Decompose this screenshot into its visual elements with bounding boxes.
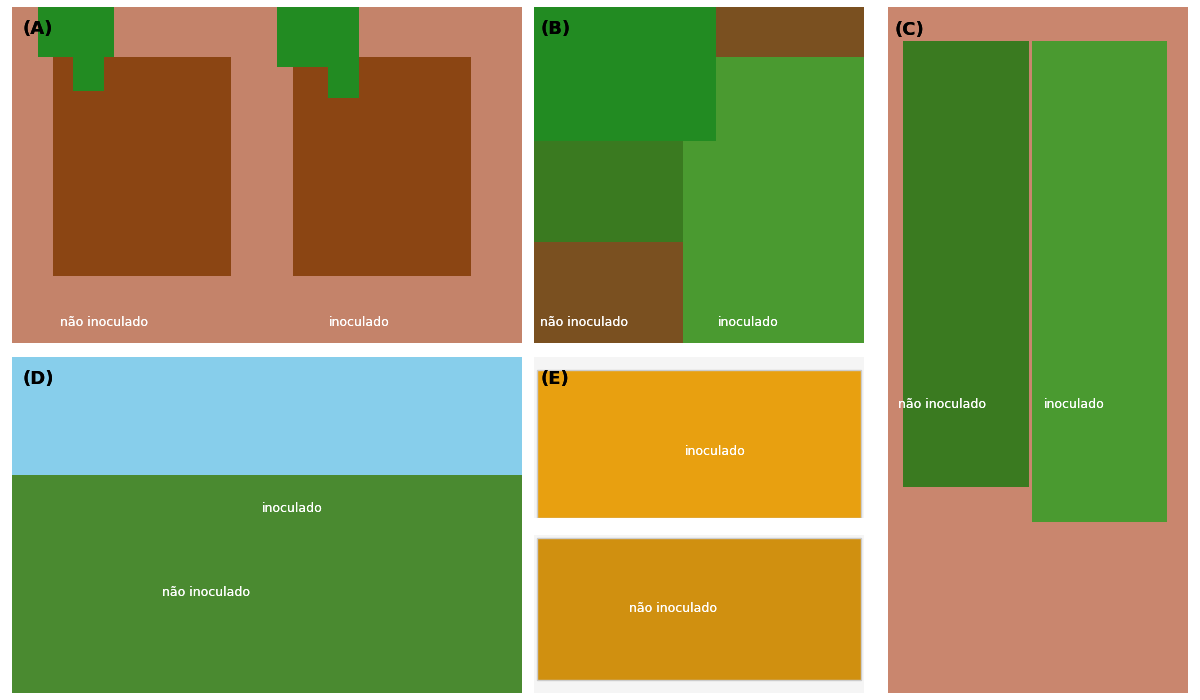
FancyBboxPatch shape [293, 57, 470, 276]
FancyBboxPatch shape [12, 357, 522, 491]
Text: (C): (C) [894, 21, 924, 38]
FancyBboxPatch shape [904, 41, 1030, 487]
FancyBboxPatch shape [538, 538, 860, 680]
Text: inoculado: inoculado [329, 316, 389, 329]
Text: não inoculado: não inoculado [898, 398, 986, 412]
Text: (D): (D) [23, 370, 54, 388]
Text: inoculado: inoculado [329, 316, 389, 329]
FancyBboxPatch shape [538, 370, 860, 518]
FancyBboxPatch shape [683, 57, 864, 343]
Text: não inoculado: não inoculado [60, 316, 148, 329]
Text: inoculado: inoculado [718, 316, 779, 329]
FancyBboxPatch shape [329, 7, 359, 98]
FancyBboxPatch shape [73, 7, 104, 91]
Text: não inoculado: não inoculado [540, 316, 628, 329]
FancyBboxPatch shape [541, 367, 857, 515]
Text: inoculado: inoculado [685, 444, 746, 458]
Text: inoculado: inoculado [1044, 398, 1104, 412]
FancyBboxPatch shape [53, 57, 232, 276]
Text: inoculado: inoculado [262, 502, 323, 514]
Text: não inoculado: não inoculado [162, 586, 250, 598]
Text: (C): (C) [894, 21, 924, 38]
Text: (D): (D) [23, 370, 54, 388]
FancyBboxPatch shape [1032, 41, 1166, 521]
FancyBboxPatch shape [888, 7, 1188, 693]
Text: não inoculado: não inoculado [898, 398, 986, 412]
FancyBboxPatch shape [534, 518, 864, 535]
FancyBboxPatch shape [12, 475, 522, 693]
FancyBboxPatch shape [534, 357, 864, 693]
FancyBboxPatch shape [12, 357, 522, 484]
Text: não inoculado: não inoculado [60, 316, 148, 329]
FancyBboxPatch shape [534, 508, 864, 535]
FancyBboxPatch shape [12, 542, 293, 693]
Text: (E): (E) [541, 370, 569, 388]
FancyBboxPatch shape [534, 7, 864, 343]
Text: não inoculado: não inoculado [162, 586, 250, 598]
FancyBboxPatch shape [12, 7, 522, 343]
Text: inoculado: inoculado [685, 444, 746, 458]
Text: inoculado: inoculado [718, 316, 779, 329]
Text: não inoculado: não inoculado [540, 316, 628, 329]
FancyBboxPatch shape [534, 7, 715, 242]
FancyBboxPatch shape [534, 7, 715, 141]
FancyBboxPatch shape [277, 7, 354, 67]
Text: (A): (A) [23, 20, 53, 38]
FancyBboxPatch shape [541, 535, 857, 683]
Text: (E): (E) [541, 370, 569, 388]
Text: não inoculado: não inoculado [629, 603, 716, 615]
Text: inoculado: inoculado [1044, 398, 1104, 412]
Text: não inoculado: não inoculado [629, 603, 716, 615]
FancyBboxPatch shape [534, 357, 864, 693]
FancyBboxPatch shape [12, 475, 522, 693]
Text: inoculado: inoculado [262, 502, 323, 514]
Text: (A): (A) [23, 20, 53, 38]
FancyBboxPatch shape [37, 7, 114, 57]
Text: (B): (B) [541, 20, 571, 38]
Text: (B): (B) [541, 20, 571, 38]
